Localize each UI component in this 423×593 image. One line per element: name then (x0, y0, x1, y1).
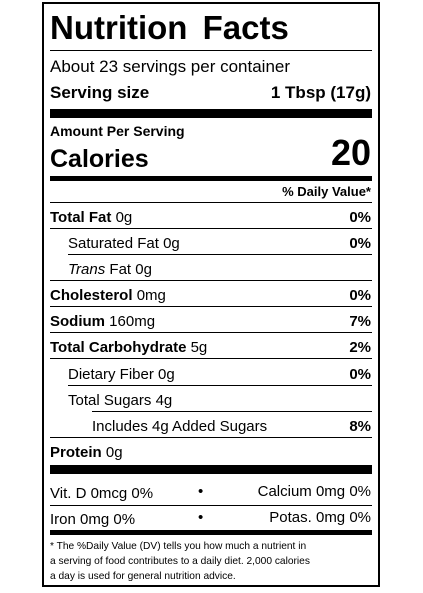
thick-divider (50, 109, 372, 118)
nutrition-facts-label: Nutrition Facts About 23 servings per co… (42, 2, 380, 587)
calories-value: 20 (330, 132, 371, 173)
divider (50, 228, 372, 229)
total-sugars-label: Total Sugars (68, 392, 152, 409)
divider (50, 202, 372, 203)
sodium-dv: 7% (349, 313, 371, 330)
vitamin-d: Vit. D 0mcg 0% (50, 485, 154, 502)
potassium: Potas. 0mg 0% (269, 509, 371, 526)
sodium-amount: 160mg (109, 313, 156, 330)
divider (50, 332, 372, 333)
cholesterol-label: Cholesterol (50, 287, 133, 304)
total-carbohydrate-label: Total Carbohydrate (50, 339, 187, 356)
calcium: Calcium 0mg 0% (257, 483, 371, 500)
label-title: Nutrition Facts (50, 9, 289, 46)
dietary-fiber-amount: 0g (158, 366, 175, 383)
cholesterol-amount: 0mg (136, 287, 166, 304)
divider (50, 358, 372, 359)
sodium-label: Sodium (50, 313, 105, 330)
total-fat-amount: 0g (115, 209, 133, 226)
divider (50, 306, 372, 307)
total-fat-dv: 0% (349, 209, 371, 226)
serving-size-label: Serving size (50, 83, 150, 102)
daily-value-header: % Daily Value* (282, 184, 371, 199)
cholesterol-row: Cholesterol 0mg (50, 288, 166, 303)
iron: Iron 0mg 0% (50, 511, 136, 528)
total-fat-row: Total Fat 0g (50, 210, 132, 225)
divider (50, 50, 372, 51)
trans-fat-amount: 0g (135, 261, 152, 278)
amount-per-serving: Amount Per Serving (50, 123, 185, 139)
sodium-row: Sodium 160mg (50, 314, 155, 329)
total-fat-label: Total Fat (50, 209, 112, 226)
servings-per-container: About 23 servings per container (50, 57, 291, 76)
added-sugars-label: Includes 4g Added Sugars (92, 418, 268, 435)
protein-label: Protein (50, 444, 102, 461)
calories-label: Calories (50, 145, 149, 173)
total-carbohydrate-dv: 2% (349, 339, 371, 356)
divider (92, 411, 372, 412)
added-sugars-dv: 8% (349, 418, 371, 435)
saturated-fat-dv: 0% (349, 235, 371, 252)
dietary-fiber-label: Dietary Fiber (68, 366, 154, 383)
cholesterol-dv: 0% (349, 287, 371, 304)
divider (50, 505, 372, 506)
total-sugars-amount: 4g (155, 392, 173, 409)
protein-amount: 0g (105, 444, 123, 461)
saturated-fat-row: Saturated Fat 0g (68, 236, 180, 251)
total-carbohydrate-amount: 5g (190, 339, 208, 356)
serving-size-value: 1 Tbsp (17g) (270, 83, 371, 102)
dietary-fiber-row: Dietary Fiber 0g (68, 367, 175, 382)
trans-fat-label-italic: Trans (68, 261, 106, 278)
vitamin-separator: • (198, 509, 204, 526)
dietary-fiber-dv: 0% (349, 366, 371, 383)
divider (50, 437, 372, 438)
medium-divider (50, 530, 372, 535)
saturated-fat-label: Saturated Fat (68, 235, 159, 252)
trans-fat-label: Fat (109, 261, 132, 278)
total-sugars-row: Total Sugars 4g (68, 393, 172, 408)
footnote-line-1: * The %Daily Value (DV) tells you how mu… (50, 541, 307, 552)
medium-divider (50, 176, 372, 181)
divider (68, 254, 372, 255)
footnote-line-3: a day is used for general nutrition advi… (50, 571, 236, 582)
saturated-fat-amount: 0g (163, 235, 180, 252)
footnote-line-2: a serving of food contributes to a daily… (50, 556, 310, 567)
divider (50, 280, 372, 281)
total-carbohydrate-row: Total Carbohydrate 5g (50, 340, 207, 355)
divider (68, 385, 372, 386)
trans-fat-row: Trans Fat 0g (68, 262, 152, 277)
vitamin-separator: • (198, 483, 204, 500)
thick-divider (50, 465, 372, 474)
protein-row: Protein 0g (50, 445, 123, 460)
